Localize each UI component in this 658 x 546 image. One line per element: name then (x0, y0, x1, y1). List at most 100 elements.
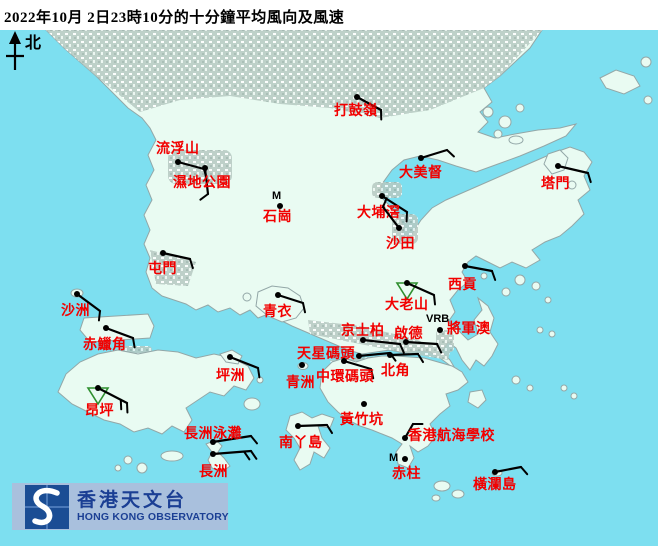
wind-barb-staff (388, 352, 420, 357)
station-dot (402, 435, 408, 441)
hko-emblem-icon (25, 484, 69, 529)
wind-barb-staff (342, 359, 373, 371)
station-dot (275, 292, 281, 298)
wind-barb-staff (203, 166, 210, 196)
north-label: 北 (25, 34, 41, 52)
wind-barb-feather (250, 450, 258, 460)
station-label: 沙洲 (61, 303, 90, 319)
wind-barb-feather (250, 435, 258, 445)
wind-barb-staff (404, 340, 439, 346)
wind-barb-feather (326, 424, 334, 435)
wind-barb-feather (132, 337, 136, 349)
station-label: 沙田 (386, 236, 415, 252)
station-label: 打鼓嶺 (334, 102, 378, 119)
station-label: 青衣 (263, 303, 292, 320)
station-label: 大埔滘 (357, 204, 401, 221)
station-dot (210, 439, 216, 445)
station-tsing-yi[interactable]: 青衣 (263, 292, 307, 320)
station-green-island[interactable]: 青洲 (286, 362, 315, 391)
logo-chinese-text: 香港天文台 (77, 489, 188, 511)
wind-barb-staff (493, 465, 523, 474)
station-sai-kung[interactable]: 西貢 (448, 263, 497, 293)
wind-barb-staff (381, 205, 401, 230)
wind-barb-staff (463, 264, 494, 273)
station-cheung-chau-beach[interactable]: 長洲泳灘 (184, 425, 258, 445)
station-dot (396, 225, 402, 231)
station-hk-sea-school[interactable]: 香港航海學校 (402, 422, 495, 444)
wind-barb-feather (189, 258, 194, 270)
station-waglan-island[interactable]: 橫瀾島 (473, 465, 529, 493)
wind-barb-staff (75, 292, 102, 313)
station-label: 黃竹坑 (339, 411, 384, 428)
wind-barb-feather (433, 294, 436, 306)
wind-barb-staff (296, 423, 329, 428)
station-central-pier[interactable]: 中環碼頭 (316, 358, 375, 385)
station-label: 石崗 (262, 208, 292, 225)
station-tai-mei-tuk[interactable]: 大美督 (399, 148, 455, 181)
wind-barb-staff (361, 338, 402, 346)
station-label: 流浮山 (156, 140, 200, 157)
station-wetland-park[interactable]: 濕地公園 (173, 165, 231, 201)
hko-logo[interactable]: 香港天文台 HONG KONG OBSERVATORY (12, 483, 229, 530)
station-dot (202, 165, 208, 171)
station-ta-kwu-ling[interactable]: 打鼓嶺 (334, 94, 383, 121)
station-sha-tin[interactable]: 沙田 (381, 197, 415, 252)
station-stanley[interactable]: M赤柱 (389, 452, 421, 482)
station-dot (354, 94, 360, 100)
station-ngong-ping[interactable]: 昂坪 (85, 385, 129, 419)
station-sha-chau[interactable]: 沙洲 (61, 291, 102, 322)
station-label: 香港航海學校 (407, 427, 495, 444)
station-label: 赤鱲角 (83, 336, 127, 353)
station-label: 赤柱 (392, 465, 421, 482)
station-dot (103, 325, 109, 331)
station-tates-cairn[interactable]: 大老山 (385, 280, 436, 313)
wind-barb-staff (96, 386, 129, 405)
station-dot (361, 401, 367, 407)
wind-barb-feather (370, 368, 375, 380)
station-dot (160, 250, 166, 256)
station-label: 天星碼頭 (297, 346, 355, 362)
station-label: 濕地公園 (173, 174, 231, 191)
station-dot (299, 362, 305, 368)
station-peng-chau[interactable]: 坪洲 (216, 354, 261, 384)
station-tap-mun[interactable]: 塔門 (541, 163, 592, 192)
wind-barb-feather (491, 270, 497, 281)
station-dot (277, 203, 283, 209)
station-dot (360, 337, 366, 343)
station-label: 屯門 (148, 260, 177, 277)
station-label: 大美督 (399, 164, 443, 181)
wind-barb-feather (97, 310, 101, 322)
station-north-point[interactable]: 北角 (381, 352, 425, 379)
station-wong-chuk-hang[interactable]: 黃竹坑 (339, 401, 384, 428)
station-cheung-chau[interactable]: 長洲 (199, 449, 258, 480)
wind-barb-staff (556, 164, 590, 175)
station-kings-park[interactable]: 京士柏 (341, 322, 405, 354)
station-label: 啟德 (394, 325, 423, 342)
station-dot (418, 155, 424, 161)
urban-areas (46, 30, 542, 376)
station-chek-lap-kok[interactable]: 赤鱲角 (83, 325, 136, 353)
station-dot (95, 385, 101, 391)
station-dot (227, 354, 233, 360)
wind-barb-staff (357, 351, 392, 358)
station-tuen-mun[interactable]: 屯門 (148, 250, 194, 277)
wind-barb-staff (104, 326, 135, 340)
wind-barb-staff (405, 281, 436, 297)
station-flag-m: M (389, 452, 398, 464)
islands (57, 56, 653, 502)
wind-barb-staff (161, 251, 192, 261)
station-shek-kong[interactable]: M 石崗 (262, 190, 292, 225)
station-dot (387, 352, 393, 358)
wind-barb-staff (228, 355, 260, 370)
wind-barb-feather (243, 450, 251, 461)
station-dot (403, 339, 409, 345)
coastline-lantau (57, 349, 255, 435)
station-dot (356, 353, 362, 359)
station-lamma-island[interactable]: 南丫島 (279, 423, 334, 451)
station-dot (437, 327, 443, 333)
station-kai-tak[interactable]: 啟德 (394, 325, 443, 354)
north-arrow (6, 31, 24, 70)
